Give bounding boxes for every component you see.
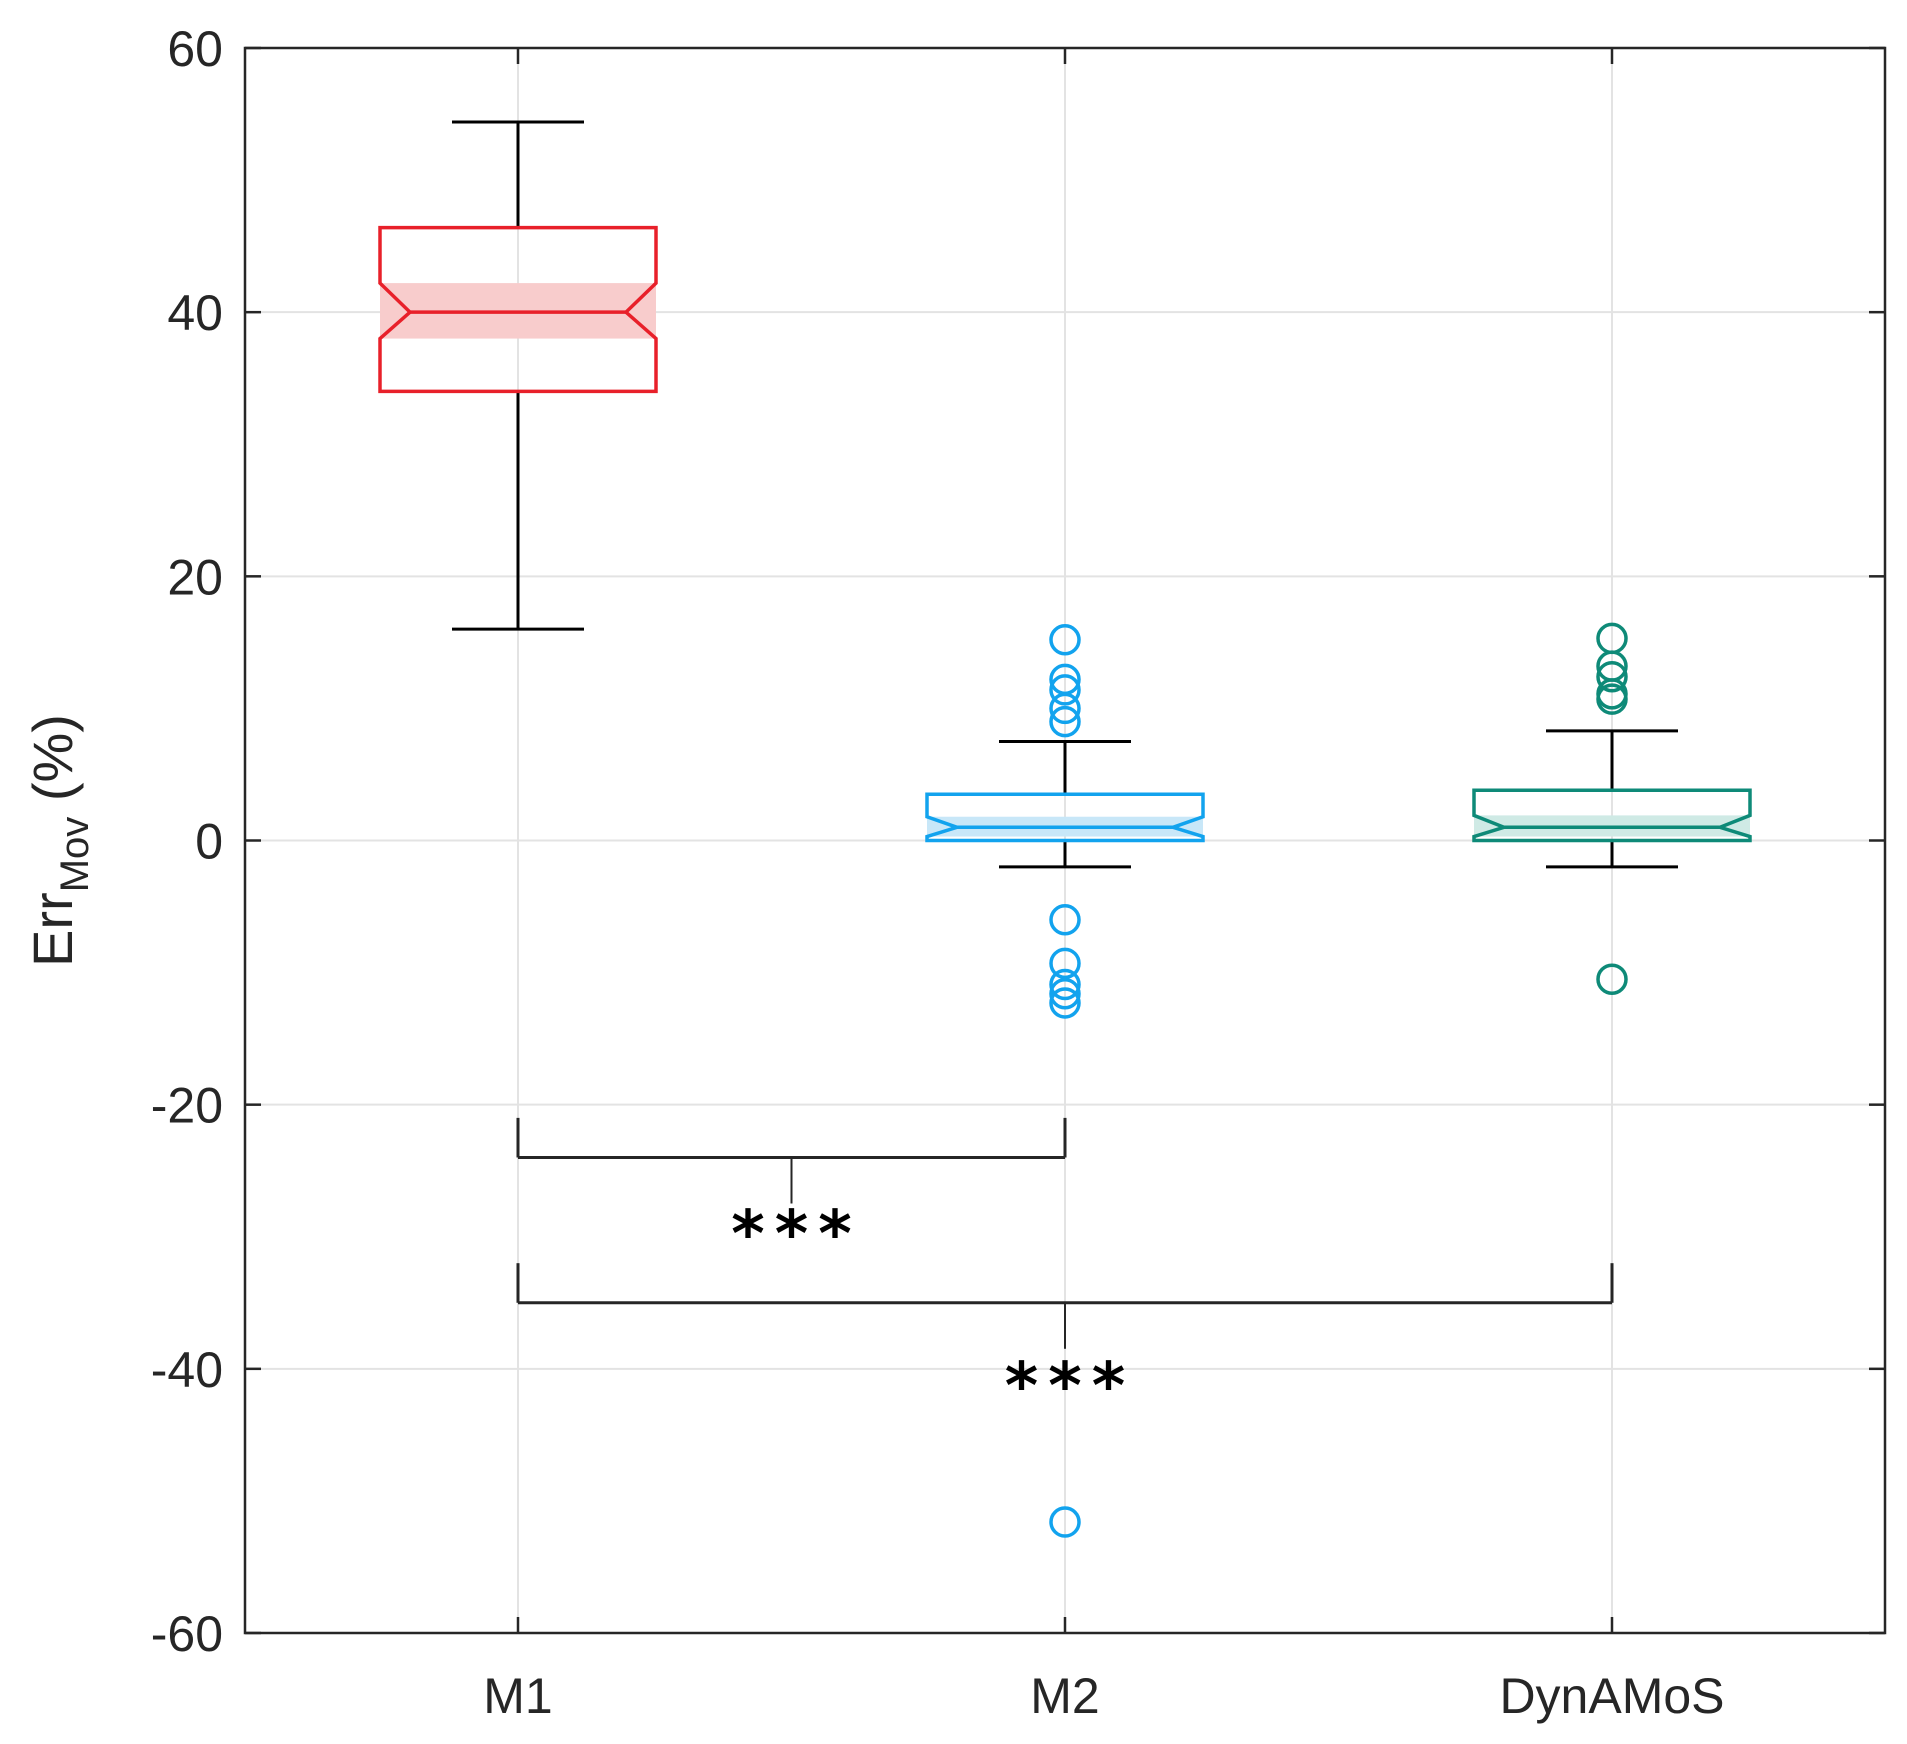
y-tick-label: 60 [167,21,223,77]
outlier-point [1049,977,1081,1010]
y-tick-label: -60 [151,1606,223,1662]
x-tick-label: M2 [1030,1668,1099,1724]
significance-label: *** [1005,1350,1135,1424]
box-body [1472,788,1752,843]
outlier-point [1596,683,1628,715]
y-tick-label: -20 [151,1078,223,1134]
outlier-point [1049,674,1081,706]
box-m2 [925,623,1205,1538]
x-tick-label: DynAMoS [1499,1668,1724,1724]
box-dynamos [1472,622,1752,995]
y-tick-label: 40 [167,285,223,341]
outlier-point [1596,660,1628,693]
axis-labels: -60 -40 -20 0 20 40 60 M1 M2 DynAMoS ErrMov (%) [21,21,1725,1724]
box-body [925,792,1205,843]
x-tick-label: M1 [483,1668,552,1724]
y-axis-label-unit: (%) [21,714,84,817]
box-m1 [378,120,658,631]
significance-brackets: *** *** [516,1117,1614,1424]
significance-m1-m2: *** [516,1117,1067,1272]
significance-label: *** [731,1198,861,1272]
outlier-point [1049,623,1081,656]
y-axis-label-main: Err [21,892,84,967]
boxes [378,120,1752,1538]
outlier-point [1049,968,1081,1001]
significance-m1-dynamos: *** [516,1263,1614,1424]
y-tick-label: -40 [151,1342,223,1398]
axes [243,46,1887,1635]
y-tick-label: 0 [195,814,223,870]
outlier-point [1049,987,1081,1019]
box-body [378,225,658,394]
outlier-point [1049,705,1081,738]
outlier-point [1596,963,1628,995]
outlier-point [1049,904,1081,936]
outlier-point [1049,1506,1081,1538]
outlier-point [1049,947,1081,980]
outlier-point [1049,692,1081,725]
y-axis-label: ErrMov (%) [21,714,97,967]
y-tick-label: 20 [167,549,223,605]
y-axis-label-sub: Mov [53,817,97,893]
